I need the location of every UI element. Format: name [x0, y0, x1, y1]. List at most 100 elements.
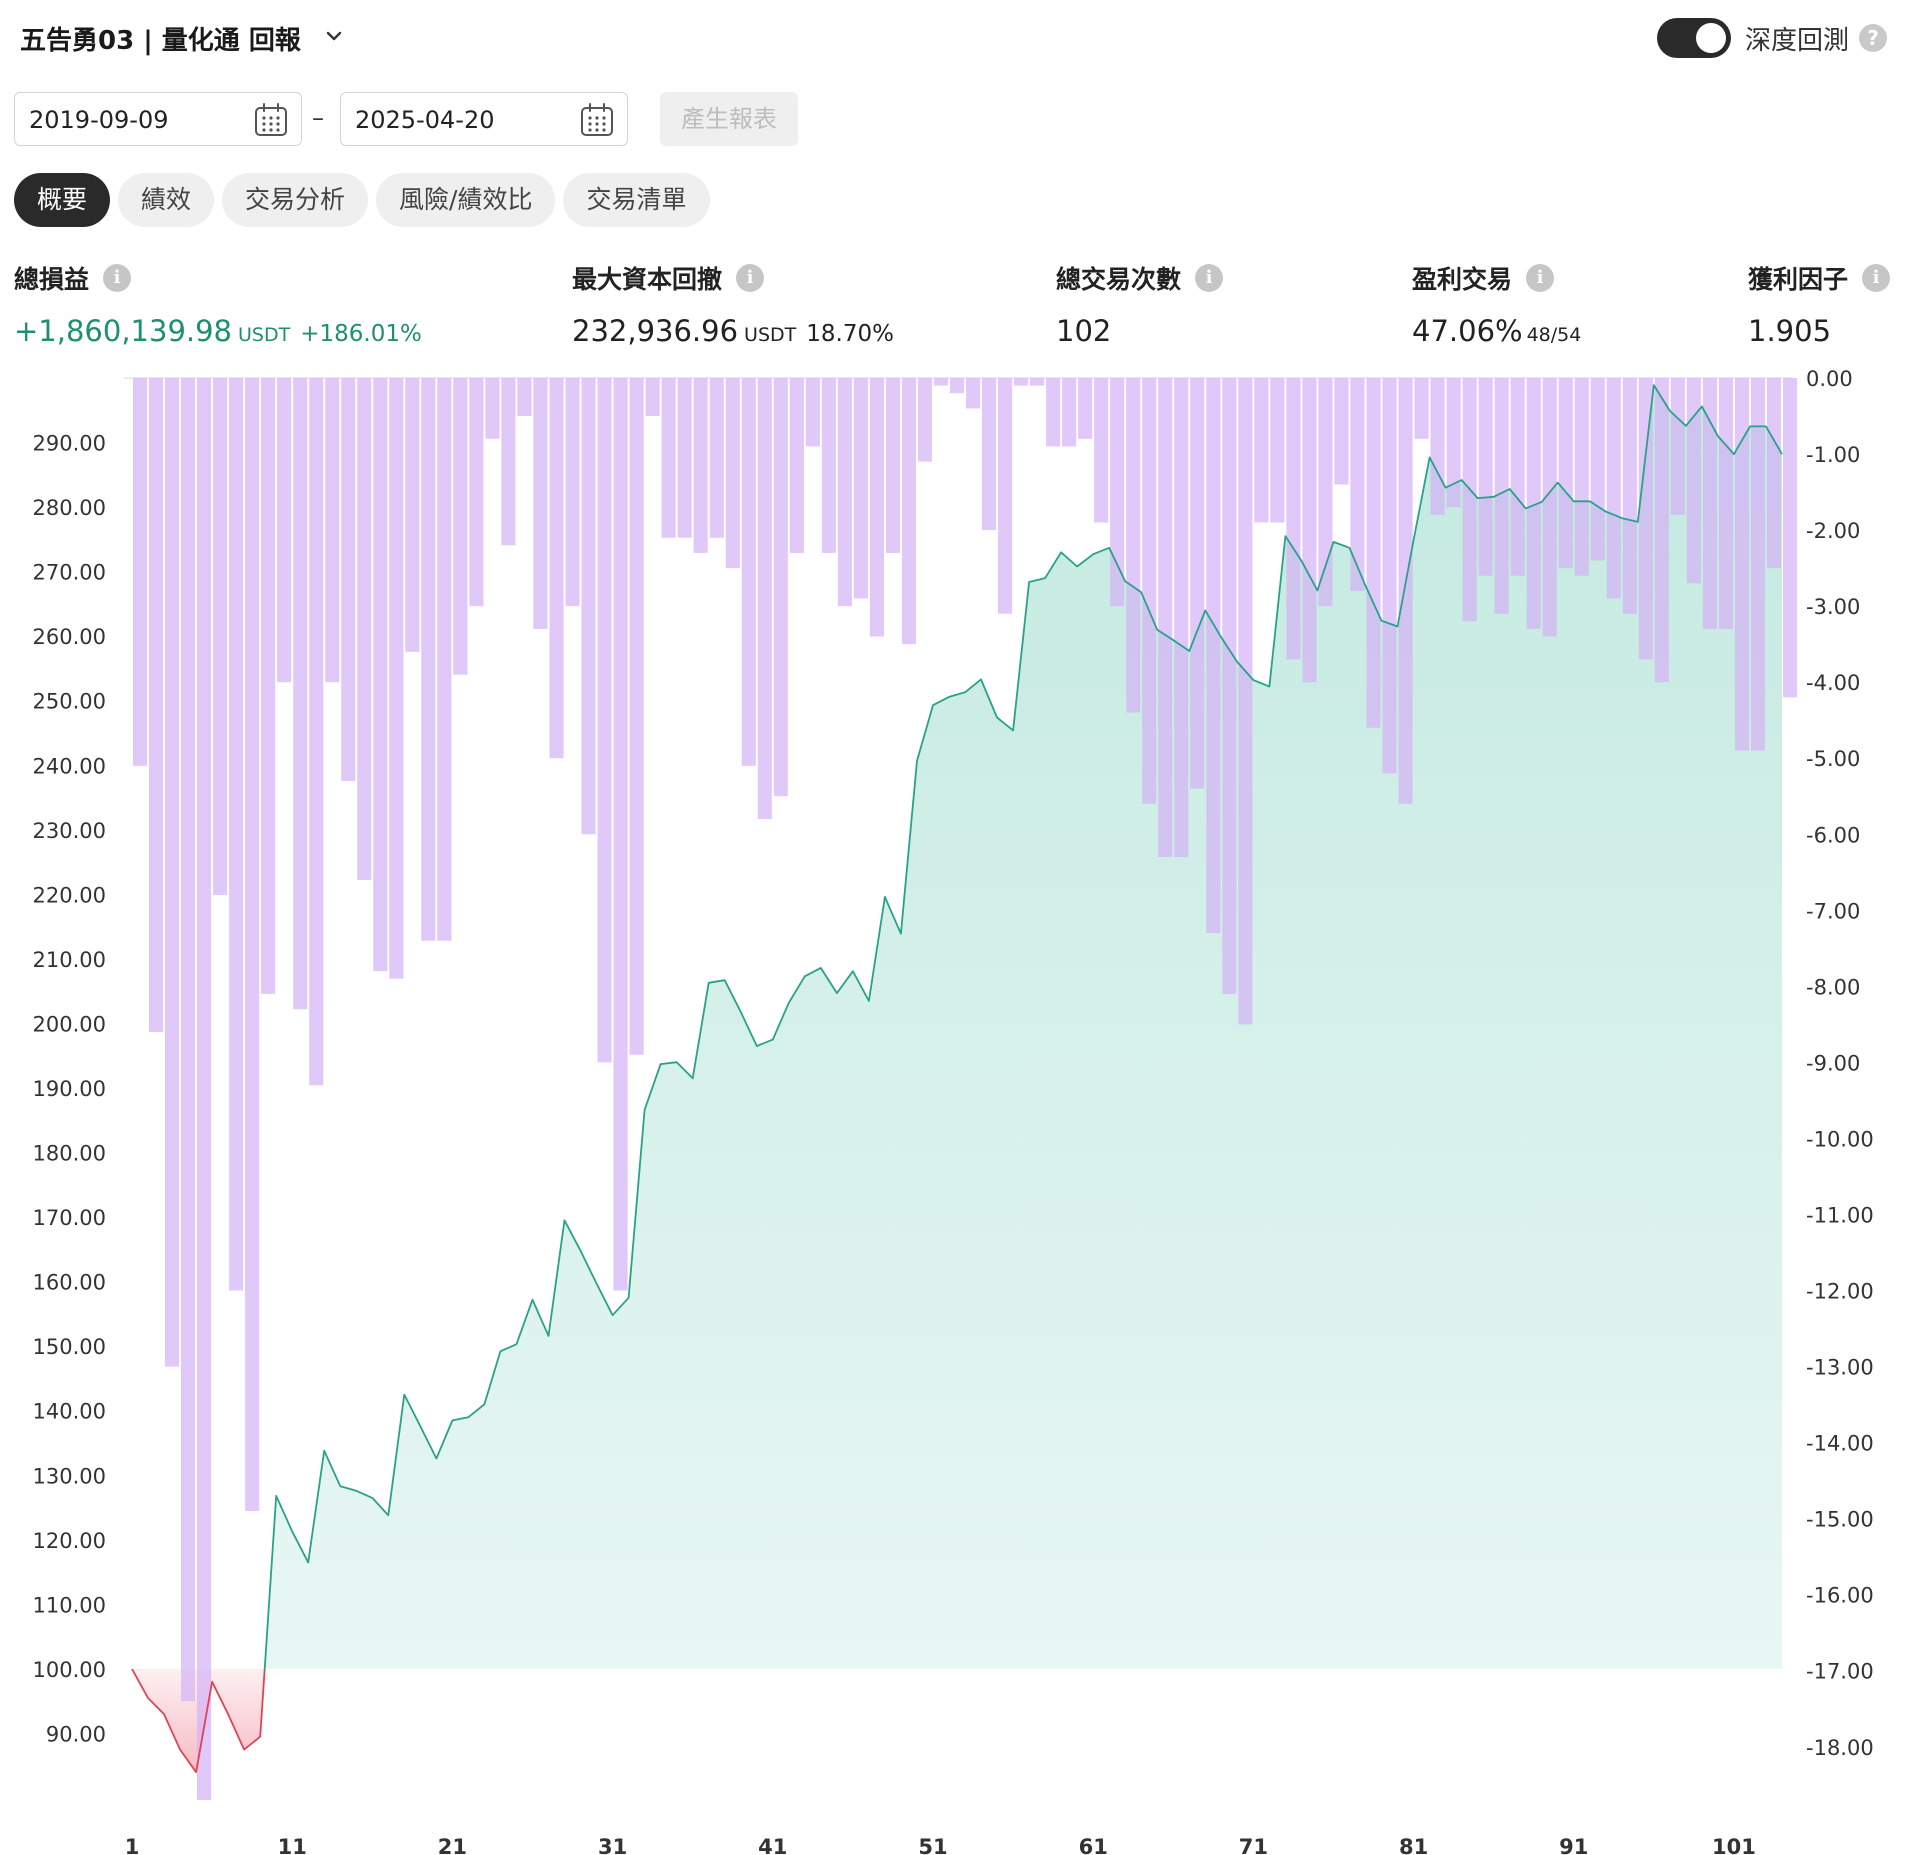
report-tabs: 概要 績效 交易分析 風險/績效比 交易清單 [14, 173, 718, 227]
left-axis-tick-label: 210.00 [33, 948, 106, 972]
tab-trade-list[interactable]: 交易清單 [563, 173, 710, 227]
drawdown-bar [1590, 378, 1605, 561]
stat-net-profit: 總損益 i +1,860,139.98 USDT +186.01% [14, 260, 422, 348]
start-date-value: 2019-09-09 [29, 106, 169, 134]
start-date-field[interactable]: 2019-09-09 [14, 92, 302, 146]
net-profit-value: +1,860,139.98 [14, 314, 233, 348]
right-axis-tick-label: -10.00 [1806, 1127, 1874, 1151]
net-profit-percent: +186.01% [300, 321, 422, 347]
drawdown-bar [645, 378, 660, 416]
drawdown-bar [1302, 378, 1317, 683]
drawdown-bar [389, 378, 404, 979]
drawdown-bar [1334, 378, 1349, 485]
strategy-title[interactable]: 五告勇03 | 量化通 回報 [20, 26, 301, 56]
drawdown-bar [1414, 378, 1429, 439]
info-icon[interactable]: i [1195, 264, 1224, 292]
stat-winning-trades: 盈利交易 i 47.06% 48/54 [1412, 260, 1581, 348]
generate-report-button[interactable]: 產生報表 [660, 92, 798, 146]
x-axis-tick-label: 101 [1712, 1835, 1756, 1855]
left-axis-tick-label: 290.00 [33, 432, 106, 456]
right-axis-tick-label: -11.00 [1806, 1204, 1874, 1228]
drawdown-bar [533, 378, 548, 629]
drawdown-bar [245, 378, 260, 1511]
calendar-icon[interactable] [253, 102, 289, 138]
info-icon[interactable]: i [103, 264, 132, 292]
info-icon[interactable]: i [1526, 264, 1555, 292]
drawdown-bar [661, 378, 676, 538]
drawdown-bar [277, 378, 292, 683]
drawdown-bar [1783, 378, 1798, 698]
drawdown-bar [1046, 378, 1061, 447]
drawdown-bar [1654, 378, 1669, 683]
end-date-value: 2025-04-20 [355, 106, 495, 134]
x-axis-tick-label: 1 [125, 1835, 140, 1855]
drawdown-bar [901, 378, 916, 645]
left-axis-tick-label: 280.00 [33, 496, 106, 520]
right-axis-tick-label: -14.00 [1806, 1432, 1874, 1456]
drawdown-bar [613, 378, 628, 1291]
stat-label: 總損益 [14, 265, 90, 294]
drawdown-bar [421, 378, 436, 941]
drawdown-bar [597, 378, 612, 1063]
drawdown-bar [1574, 378, 1589, 576]
left-axis-tick-label: 110.00 [33, 1593, 106, 1617]
end-date-field[interactable]: 2025-04-20 [340, 92, 628, 146]
drawdown-bar [485, 378, 500, 439]
info-icon[interactable]: i [736, 264, 765, 292]
tab-performance[interactable]: 績效 [118, 173, 215, 227]
max-drawdown-percent: 18.70% [806, 321, 894, 347]
toggle-knob [1695, 23, 1726, 53]
drawdown-bar [581, 378, 596, 835]
right-axis-tick-label: -18.00 [1806, 1736, 1874, 1760]
date-range: 2019-09-09 – 2025-04-20 產生報表 [14, 92, 814, 146]
drawdown-bar [1222, 378, 1237, 994]
info-icon[interactable]: i [1862, 264, 1891, 292]
left-axis-tick-label: 120.00 [33, 1529, 106, 1553]
calendar-icon[interactable] [579, 102, 615, 138]
deep-backtest-toggle[interactable] [1656, 18, 1731, 58]
drawdown-bar [1110, 378, 1125, 607]
drawdown-bar [1542, 378, 1557, 637]
help-icon[interactable]: ? [1859, 24, 1887, 52]
drawdown-bar [133, 378, 148, 766]
left-axis-tick-label: 100.00 [33, 1658, 106, 1682]
left-axis-tick-label: 90.00 [46, 1723, 106, 1747]
total-trades-value: 102 [1056, 314, 1112, 348]
left-axis-tick-label: 170.00 [33, 1206, 106, 1230]
drawdown-bar [373, 378, 388, 972]
x-axis-tick-label: 41 [758, 1835, 787, 1855]
deep-backtest-label: 深度回測 [1744, 25, 1849, 56]
drawdown-bar [1398, 378, 1413, 804]
right-axis-tick-label: -15.00 [1806, 1508, 1874, 1532]
win-rate-value: 47.06% [1412, 314, 1523, 348]
drawdown-bar [229, 378, 244, 1291]
drawdown-bar [501, 378, 516, 546]
drawdown-bar [789, 378, 804, 553]
drawdown-bar [1686, 378, 1701, 584]
drawdown-bar [357, 378, 372, 880]
stat-label: 總交易次數 [1056, 265, 1182, 294]
drawdown-bar [1430, 378, 1445, 515]
drawdown-bar [629, 378, 644, 1055]
drawdown-bar [1094, 378, 1109, 523]
drawdown-bar [869, 378, 884, 637]
left-axis-tick-label: 160.00 [33, 1271, 106, 1295]
drawdown-bar [1014, 378, 1029, 386]
loss-line [131, 1668, 266, 1774]
drawdown-bar [821, 378, 836, 553]
drawdown-bar [1462, 378, 1477, 622]
left-axis-tick-label: 230.00 [33, 819, 106, 843]
tab-risk-ratio[interactable]: 風險/績效比 [376, 173, 556, 227]
date-separator: – [312, 104, 324, 132]
tab-overview[interactable]: 概要 [14, 173, 111, 227]
drawdown-bar [1318, 378, 1333, 607]
left-axis-tick-label: 180.00 [33, 1142, 106, 1166]
left-axis-tick-label: 150.00 [33, 1335, 106, 1359]
chevron-down-icon[interactable] [320, 22, 348, 50]
drawdown-bar [1766, 378, 1781, 569]
tab-trade-analysis[interactable]: 交易分析 [222, 173, 369, 227]
drawdown-bar [933, 378, 948, 386]
drawdown-bar [1142, 378, 1157, 804]
drawdown-bar [757, 378, 772, 819]
drawdown-bar [437, 378, 452, 941]
